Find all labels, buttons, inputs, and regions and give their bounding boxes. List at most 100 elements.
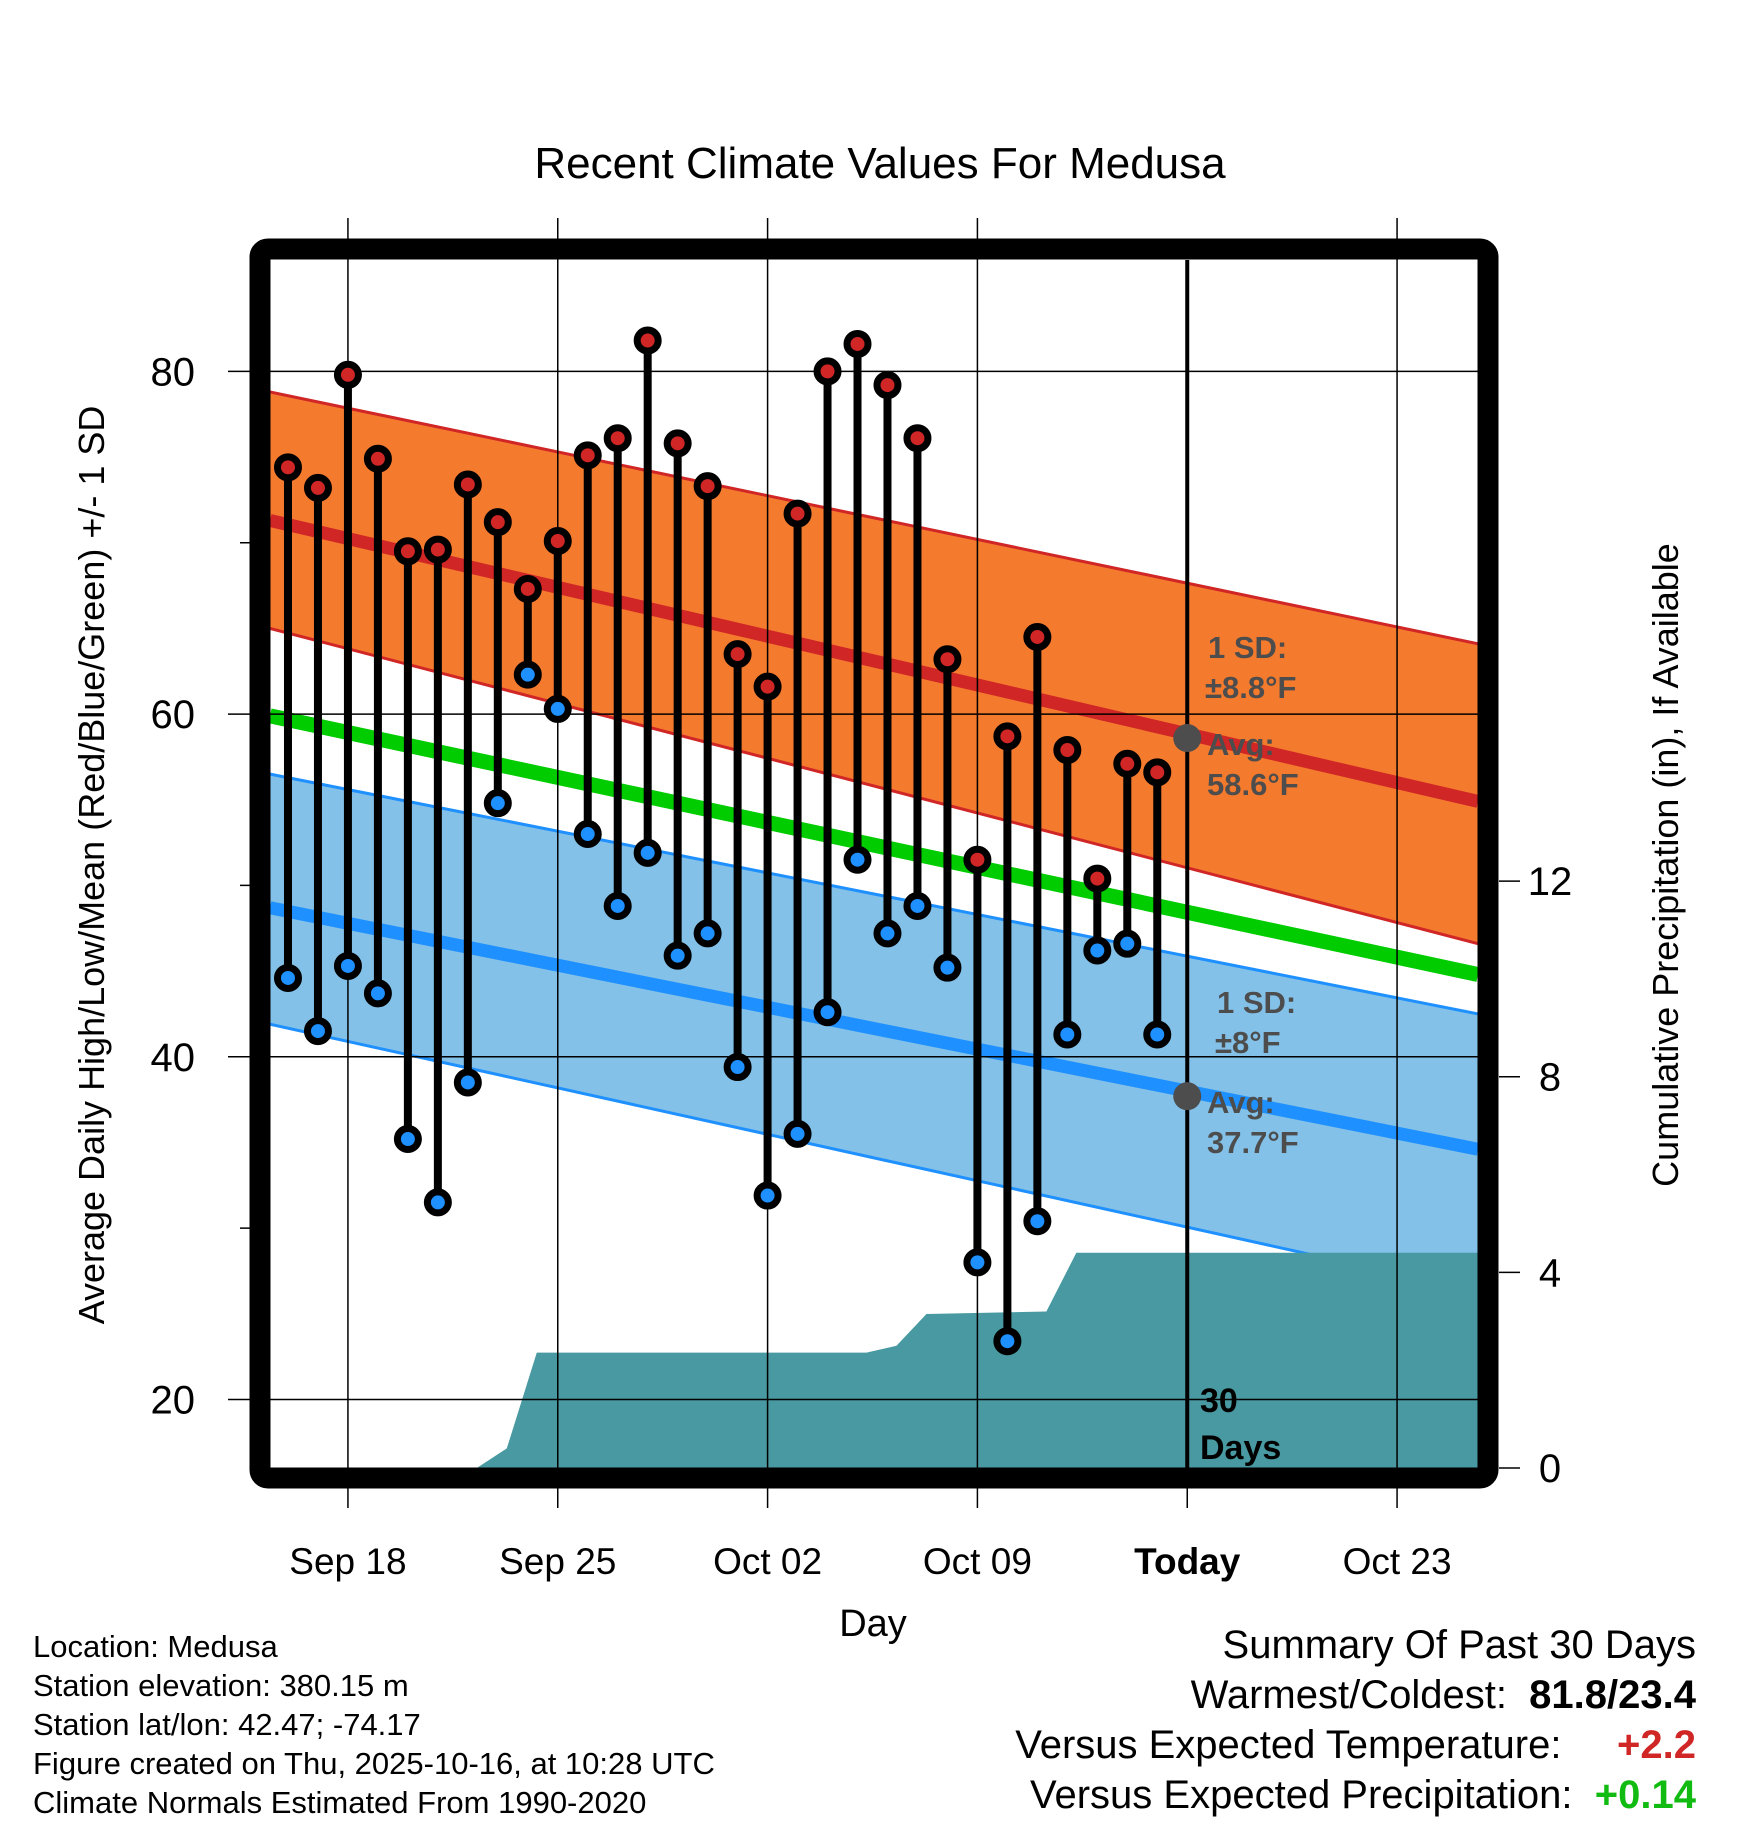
low-point bbox=[633, 838, 662, 867]
low-point bbox=[693, 919, 722, 948]
daily-stems bbox=[273, 326, 1172, 1356]
precip-anomaly-value: +0.14 bbox=[1594, 1773, 1696, 1817]
low-avg-label: Avg: bbox=[1207, 1085, 1275, 1120]
x-tick-label: Oct 23 bbox=[1343, 1541, 1452, 1582]
high-avg-marker bbox=[1173, 724, 1202, 753]
high-sd-value: ±8.8°F bbox=[1205, 670, 1296, 705]
low-point bbox=[453, 1068, 482, 1097]
high-point bbox=[573, 441, 602, 470]
high-point bbox=[963, 845, 992, 874]
low-avg-marker bbox=[1173, 1082, 1202, 1111]
low-point bbox=[513, 660, 542, 689]
x-axis-label: Day bbox=[839, 1603, 907, 1645]
low-point bbox=[393, 1125, 422, 1154]
low-point bbox=[723, 1053, 752, 1082]
created-text: Figure created on Thu, 2025-10-16, at 10… bbox=[33, 1746, 715, 1781]
high-point bbox=[483, 508, 512, 537]
high-point bbox=[1143, 758, 1172, 787]
high-sd-label: 1 SD: bbox=[1208, 630, 1287, 665]
low-sd-value: ±8°F bbox=[1215, 1025, 1281, 1060]
high-avg-value: 58.6°F bbox=[1207, 767, 1299, 802]
high-point bbox=[273, 453, 302, 482]
high-point bbox=[873, 371, 902, 400]
warmest-coldest-row: Warmest/Coldest: 81.8/23.4 bbox=[1015, 1670, 1696, 1720]
summary-title: Summary Of Past 30 Days bbox=[1222, 1623, 1696, 1667]
x-tick-label: Oct 02 bbox=[713, 1541, 822, 1582]
high-point bbox=[603, 424, 632, 453]
high-point bbox=[753, 672, 782, 701]
low-point bbox=[903, 891, 932, 920]
y2-axis-label: Cumulative Precipitation (in), If Availa… bbox=[1645, 543, 1686, 1187]
low-point bbox=[873, 919, 902, 948]
chart-title: Recent Climate Values For Medusa bbox=[534, 139, 1226, 188]
station-info: Location: Medusa Station elevation: 380.… bbox=[33, 1627, 715, 1822]
low-point bbox=[333, 951, 362, 980]
low-point bbox=[273, 963, 302, 992]
high-point bbox=[663, 429, 692, 458]
y2-tick-label: 4 bbox=[1539, 1251, 1561, 1295]
summary-panel: Summary Of Past 30 Days Warmest/Coldest:… bbox=[1015, 1620, 1696, 1820]
low-point bbox=[753, 1181, 782, 1210]
high-point bbox=[903, 424, 932, 453]
high-upper-line bbox=[270, 390, 1478, 646]
y2-tick-label: 0 bbox=[1539, 1447, 1561, 1491]
high-point bbox=[1023, 622, 1052, 651]
y-tick-label: 20 bbox=[151, 1378, 196, 1422]
low-point bbox=[993, 1327, 1022, 1356]
precipitation-area bbox=[270, 1252, 1478, 1468]
high-point bbox=[363, 444, 392, 473]
high-point bbox=[303, 473, 332, 502]
high-point bbox=[423, 535, 452, 564]
low-point bbox=[303, 1017, 332, 1046]
low-point bbox=[423, 1188, 452, 1217]
temp-anomaly-value: +2.2 bbox=[1617, 1723, 1696, 1767]
low-avg-value: 37.7°F bbox=[1207, 1125, 1299, 1160]
low-point bbox=[363, 979, 392, 1008]
high-point bbox=[1083, 864, 1112, 893]
y-tick-label: 60 bbox=[151, 693, 196, 737]
warmest-coldest-value: 81.8/23.4 bbox=[1529, 1673, 1696, 1717]
precip-area bbox=[270, 1252, 1478, 1468]
location-text: Location: Medusa bbox=[33, 1629, 278, 1664]
period-label-days: Days bbox=[1200, 1429, 1281, 1467]
low-point bbox=[603, 891, 632, 920]
high-point bbox=[1113, 749, 1142, 778]
today-line bbox=[1173, 260, 1202, 1468]
high-point bbox=[933, 645, 962, 674]
y-axis-label: Average Daily High/Low/Mean (Red/Blue/Gr… bbox=[71, 406, 112, 1325]
high-point bbox=[693, 472, 722, 501]
high-point bbox=[993, 722, 1022, 751]
low-point bbox=[543, 694, 572, 723]
high-point bbox=[633, 326, 662, 355]
y-tick-label: 80 bbox=[151, 350, 196, 394]
x-tick-label: Sep 18 bbox=[289, 1541, 406, 1582]
high-point bbox=[813, 357, 842, 386]
low-sd-label: 1 SD: bbox=[1217, 985, 1296, 1020]
axes: Sep 18 Sep 25 Oct 02 Oct 09 Today Oct 2320406… bbox=[151, 350, 1573, 1582]
x-tick-label: Today bbox=[1134, 1541, 1241, 1582]
high-point bbox=[783, 499, 812, 528]
high-point bbox=[723, 640, 752, 669]
high-point bbox=[543, 527, 572, 556]
low-point bbox=[1143, 1020, 1172, 1049]
high-point bbox=[333, 360, 362, 389]
low-point bbox=[1023, 1207, 1052, 1236]
low-point bbox=[933, 953, 962, 982]
high-point bbox=[513, 574, 542, 603]
high-point bbox=[453, 470, 482, 499]
low-point bbox=[813, 998, 842, 1027]
normals-text: Climate Normals Estimated From 1990-2020 bbox=[33, 1785, 647, 1820]
low-point bbox=[573, 820, 602, 849]
plot-frame bbox=[249, 238, 1499, 1489]
low-point bbox=[843, 845, 872, 874]
precip-anomaly-label: Versus Expected Precipitation: bbox=[1030, 1773, 1573, 1817]
low-point bbox=[1113, 929, 1142, 958]
precip-anomaly-row: Versus Expected Precipitation: +0.14 bbox=[1015, 1770, 1696, 1820]
annotations: 1 SD: ±8.8°F Avg: 58.6°F 1 SD: ±8°F Avg:… bbox=[1200, 630, 1299, 1467]
low-point bbox=[1083, 936, 1112, 965]
temp-anomaly-label: Versus Expected Temperature: bbox=[1015, 1723, 1562, 1767]
high-sd-band bbox=[270, 391, 1478, 944]
y-tick-label: 40 bbox=[151, 1036, 196, 1080]
high-point bbox=[393, 537, 422, 566]
